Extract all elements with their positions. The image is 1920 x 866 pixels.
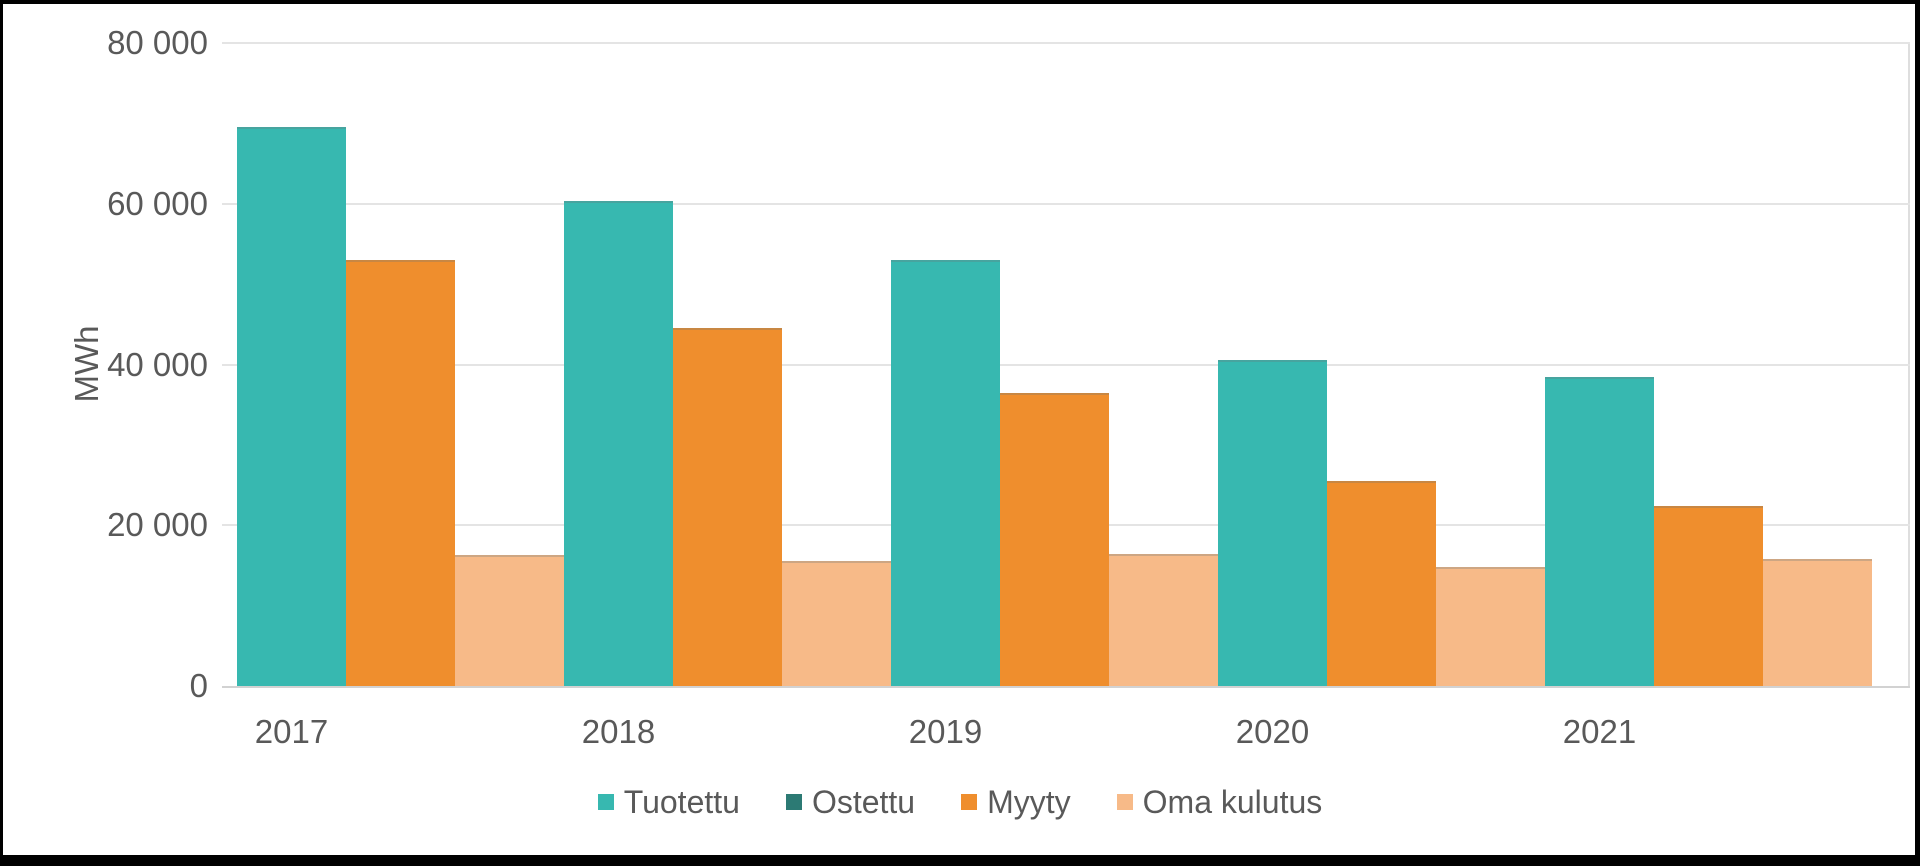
gridline (222, 363, 1910, 366)
legend-label-ostettu: Ostettu (811, 784, 916, 820)
x-axis-line (222, 686, 1910, 688)
bar-oma-kulutus-2021 (1763, 559, 1872, 686)
legend-swatch-tuotettu (597, 794, 614, 810)
legend-label-myyty: Myyty (987, 784, 1071, 820)
y-axis-tick-label: 60 000 (107, 184, 208, 222)
y-axis-tick-label: 0 (189, 667, 208, 704)
bar-oma-kulutus-2019 (1109, 554, 1218, 686)
legend-item-ostettu: Ostettu (785, 783, 916, 821)
legend-item-tuotettu: Tuotettu (597, 783, 740, 821)
legend-label-oma-kulutus: Oma kulutus (1142, 784, 1323, 820)
legend-swatch-oma-kulutus (1116, 794, 1133, 810)
legend-swatch-myyty (961, 794, 978, 810)
bar-myyty-2020 (1327, 481, 1436, 686)
y-axis-tick-label: 80 000 (107, 24, 208, 61)
x-axis-year-label: 2019 (908, 713, 983, 750)
bar-tuotettu-2019 (891, 260, 1000, 686)
legend-swatch-ostettu (785, 794, 802, 810)
bar-tuotettu-2017 (237, 127, 346, 686)
x-axis-year-label: 2017 (254, 713, 329, 750)
bar-oma-kulutus-2018 (782, 561, 891, 686)
x-axis-year-label: 2018 (581, 713, 656, 750)
bar-tuotettu-2018 (564, 201, 673, 686)
bar-myyty-2018 (673, 328, 782, 686)
bar-tuotettu-2020 (1218, 360, 1327, 686)
x-axis-year-label: 2021 (1562, 713, 1637, 750)
gridline (222, 42, 1910, 44)
bar-oma-kulutus-2020 (1436, 567, 1545, 686)
y-axis-tick-label: 20 000 (107, 506, 208, 544)
legend-item-myyty: Myyty (961, 783, 1071, 821)
gridline (222, 202, 1910, 205)
bar-myyty-2019 (1000, 393, 1109, 686)
x-axis-year-label: 2020 (1235, 713, 1310, 750)
legend-label-tuotettu: Tuotettu (623, 784, 740, 820)
y-axis-tick-label: 40 000 (107, 345, 208, 383)
legend: Tuotettu Ostettu Myyty Oma kulutus (0, 783, 1920, 821)
legend-item-oma-kulutus: Oma kulutus (1116, 783, 1323, 821)
bar-oma-kulutus-2017 (455, 555, 564, 686)
bar-myyty-2017 (346, 260, 455, 686)
bar-myyty-2021 (1654, 506, 1763, 686)
bar-tuotettu-2021 (1545, 377, 1654, 686)
plot-area (222, 42, 1910, 688)
